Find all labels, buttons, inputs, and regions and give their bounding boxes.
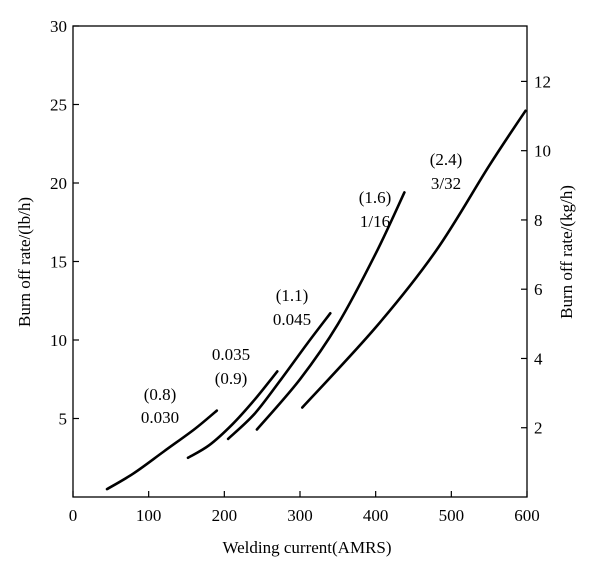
series-curve-3 xyxy=(226,312,332,441)
series-label-2-1: 0.035 xyxy=(212,345,250,364)
y-tick-label: 20 xyxy=(50,174,67,193)
x-tick-label: 600 xyxy=(514,506,540,525)
series-label-3-2: 0.045 xyxy=(273,310,311,329)
series-curve-1 xyxy=(105,409,219,491)
y2-tick-label: 6 xyxy=(534,280,543,299)
curve-labels: (0.8) 0.030 0.035 (0.9) (1.1) 0.045 (1.6) 1/16 (… xyxy=(141,150,462,427)
x-axis-label: Welding current(AMRS) xyxy=(222,538,391,557)
y2-tick-label: 12 xyxy=(534,72,551,91)
y2-tick-label: 4 xyxy=(534,349,543,368)
y-tick-label: 30 xyxy=(50,17,67,36)
y-tick-label: 10 xyxy=(50,331,67,350)
y-tick-label: 25 xyxy=(50,96,67,115)
x-tick-label: 300 xyxy=(287,506,313,525)
series-label-4-1: (1.6) xyxy=(359,188,392,207)
x-tick-label: 400 xyxy=(363,506,389,525)
y2-tick-label: 8 xyxy=(534,211,543,230)
series-label-5-1: (2.4) xyxy=(430,150,463,169)
y-tick-label: 5 xyxy=(59,410,68,429)
x-tick-label: 500 xyxy=(439,506,465,525)
y2-tick-label: 2 xyxy=(534,419,543,438)
series-label-4-2: 1/16 xyxy=(360,212,390,231)
curves xyxy=(105,109,527,491)
y-tick-label: 15 xyxy=(50,253,67,272)
series-label-1-2: 0.030 xyxy=(141,408,179,427)
series-label-5-2: 3/32 xyxy=(431,174,461,193)
series-curve-4 xyxy=(255,191,406,431)
series-curve-5 xyxy=(301,109,527,409)
series-label-2-2: (0.9) xyxy=(215,369,248,388)
axes: 0 100 200 300 400 500 600 5 10 15 20 25 30 2 4 6 8 10 12 xyxy=(50,17,551,525)
y-axis-label: Burn off rate/(lb/h) xyxy=(15,197,34,327)
x-tick-label: 0 xyxy=(69,506,78,525)
y2-tick-label: 10 xyxy=(534,142,551,161)
x-tick-label: 200 xyxy=(212,506,238,525)
series-label-3-1: (1.1) xyxy=(276,286,309,305)
x-tick-label: 100 xyxy=(136,506,162,525)
y2-axis-label: Burn off rate/(kg/h) xyxy=(557,185,576,319)
series-label-1-1: (0.8) xyxy=(144,385,177,404)
series-curve-2 xyxy=(186,370,279,460)
